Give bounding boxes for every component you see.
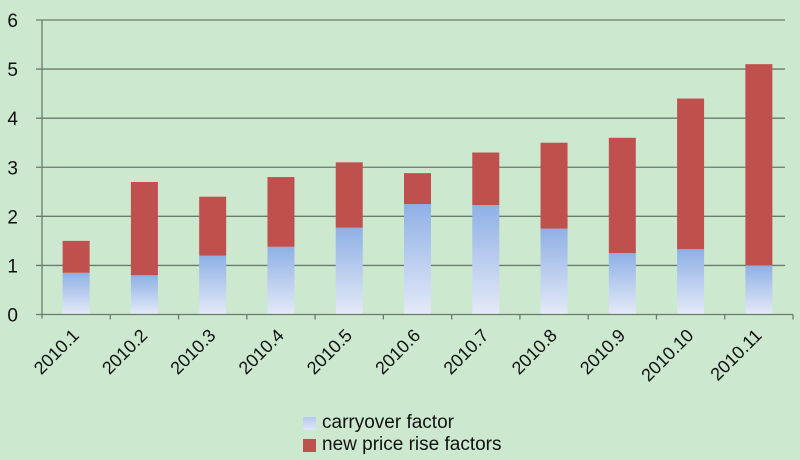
legend-swatch-new-price	[303, 438, 316, 452]
x-tick-label: 2010.1	[30, 325, 83, 378]
x-tick-label: 2010.8	[508, 325, 561, 378]
bar-carryover	[404, 204, 431, 315]
bar-new-price	[267, 177, 295, 247]
x-axis: 2010.1 2010.2 2010.3 2010.4 2010.5 2010.6 2010…	[30, 313, 794, 385]
bar-new-price	[199, 196, 227, 256]
y-tick-label: 3	[7, 158, 18, 179]
x-tick-label: 2010.7	[440, 325, 493, 378]
legend-swatch-carryover	[303, 416, 316, 430]
bar-new-price	[335, 162, 363, 228]
bar-carryover	[540, 228, 568, 315]
bar-carryover	[745, 265, 773, 315]
y-tick-label: 6	[7, 11, 18, 32]
x-tick-label: 2010.2	[98, 325, 151, 378]
legend-label: carryover factor	[322, 412, 454, 433]
x-tick-label: 2010.3	[166, 325, 219, 378]
x-tick-label: 2010.10	[637, 325, 697, 385]
bar-new-price	[130, 181, 158, 276]
x-tick-label: 2010.11	[706, 325, 765, 384]
x-tick-label: 2010.4	[235, 325, 288, 378]
bar-carryover	[608, 253, 636, 315]
bar-new-price	[608, 137, 636, 254]
y-tick-label: 4	[7, 109, 18, 130]
bar-new-price	[745, 64, 773, 266]
gridlines	[36, 19, 785, 267]
x-tick-label: 2010.6	[371, 325, 424, 378]
y-tick-label: 0	[7, 306, 18, 327]
x-tick-label: 2010.9	[576, 325, 629, 378]
bar-carryover	[677, 249, 705, 315]
y-tick-label: 1	[7, 256, 18, 277]
legend-label: new price rise factors	[322, 434, 502, 455]
y-tick-label: 2	[7, 207, 18, 228]
bar-new-price	[540, 142, 568, 229]
bar-carryover	[335, 227, 363, 315]
y-tick-label: 5	[7, 60, 18, 81]
bar-new-price	[677, 98, 705, 250]
bar-new-price	[62, 240, 90, 273]
bar-carryover	[199, 255, 227, 315]
legend: carryover factor new price rise factors	[303, 412, 502, 456]
y-axis: 0 1 2 3 4 5 6	[7, 11, 43, 327]
bar-carryover	[130, 275, 158, 315]
bar-carryover	[267, 246, 295, 315]
x-tick-label: 2010.5	[303, 325, 356, 378]
bars	[62, 64, 773, 315]
legend-item-new-price: new price rise factors	[303, 434, 502, 456]
bar-new-price	[472, 152, 500, 206]
bar-carryover	[62, 272, 90, 315]
bar-new-price	[404, 173, 431, 205]
legend-item-carryover: carryover factor	[303, 412, 502, 434]
bar-carryover	[472, 205, 500, 315]
